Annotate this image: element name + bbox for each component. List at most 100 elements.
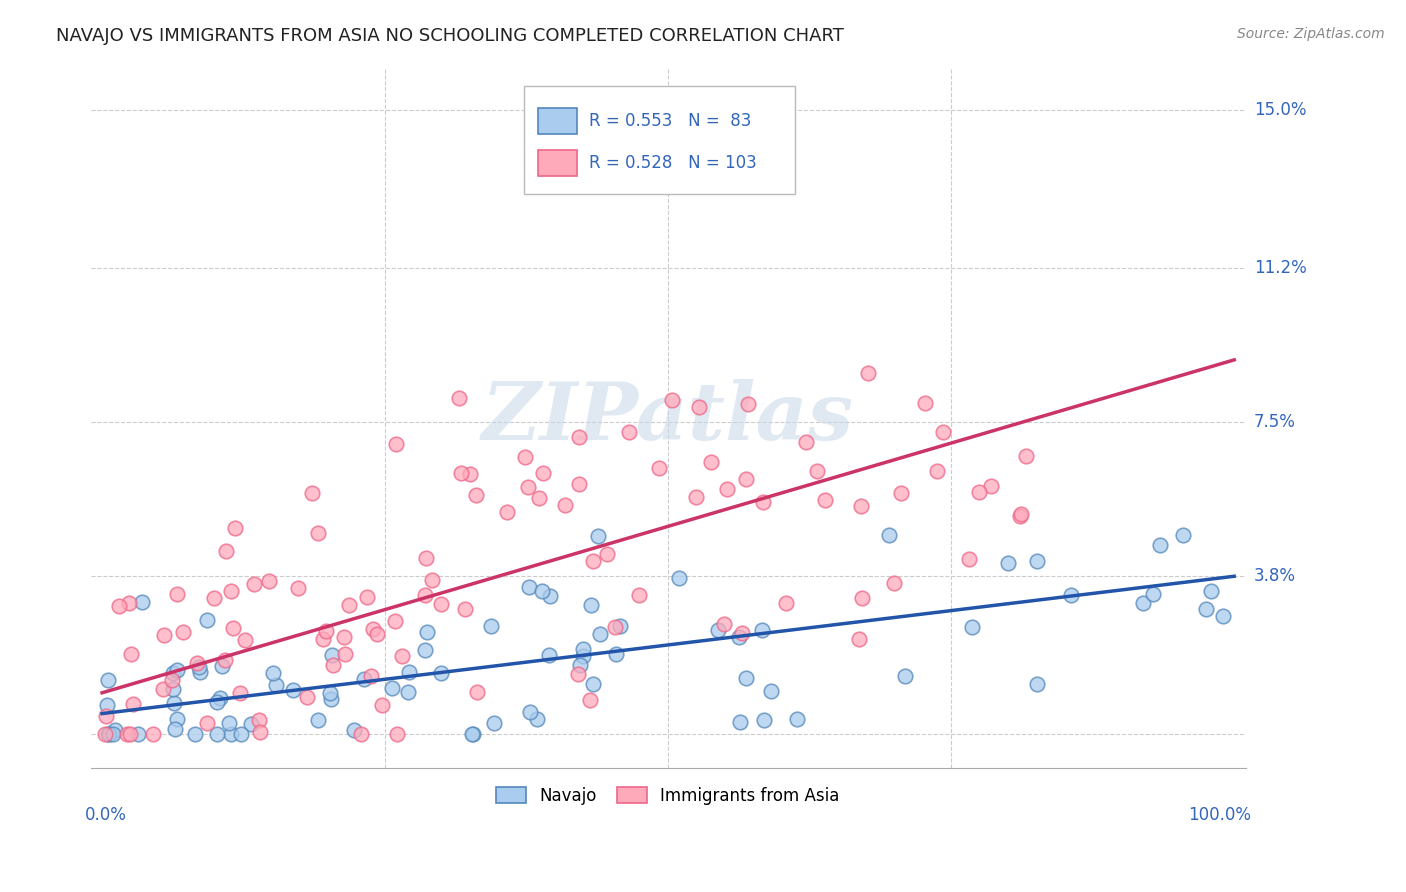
Point (163, 722, 186, 736)
Point (416, 625, 439, 640)
Point (222, 621, 245, 635)
Point (531, 467, 554, 481)
Point (333, 630, 356, 644)
Point (249, 725, 271, 739)
Point (315, 624, 337, 639)
Point (1195, 602, 1218, 616)
Point (737, 397, 759, 411)
Point (163, 697, 186, 711)
Point (484, 715, 506, 730)
Point (688, 400, 710, 414)
Point (519, 705, 541, 719)
Point (239, 716, 262, 731)
Point (166, 587, 188, 601)
Point (211, 658, 233, 673)
Point (219, 583, 242, 598)
Point (1142, 587, 1164, 601)
Point (430, 665, 453, 680)
Text: NAVAJO VS IMMIGRANTS FROM ASIA NO SCHOOLING COMPLETED CORRELATION CHART: NAVAJO VS IMMIGRANTS FROM ASIA NO SCHOOL… (56, 27, 844, 45)
Point (115, 727, 138, 741)
Point (572, 641, 595, 656)
Point (96, 698, 118, 712)
Point (851, 591, 873, 606)
Point (243, 577, 266, 591)
Point (321, 648, 343, 662)
Point (233, 633, 256, 648)
Point (224, 521, 246, 535)
Point (794, 434, 817, 449)
Point (371, 698, 394, 713)
Point (104, 723, 127, 737)
Point (398, 685, 420, 699)
Point (166, 664, 188, 678)
Point (97, 727, 120, 741)
Point (932, 425, 955, 439)
Point (152, 681, 174, 696)
Point (120, 727, 142, 741)
Point (1212, 609, 1234, 624)
Point (450, 466, 472, 480)
Point (127, 727, 149, 741)
Point (713, 616, 735, 631)
Point (360, 669, 382, 683)
Point (430, 597, 453, 611)
Point (1199, 584, 1222, 599)
Point (186, 657, 208, 671)
Point (465, 684, 488, 698)
Point (385, 727, 408, 741)
Point (461, 727, 484, 741)
Point (162, 673, 184, 687)
Point (595, 547, 617, 561)
Point (415, 643, 437, 657)
Point (754, 713, 776, 727)
Point (162, 682, 184, 697)
Point (218, 716, 240, 731)
Point (447, 391, 470, 405)
Text: Source: ZipAtlas.com: Source: ZipAtlas.com (1237, 27, 1385, 41)
Point (648, 461, 671, 475)
Point (554, 498, 576, 512)
Point (398, 665, 420, 680)
Point (538, 589, 561, 603)
Point (579, 599, 602, 613)
Point (700, 455, 723, 469)
Point (581, 554, 603, 568)
Point (356, 590, 378, 604)
Point (281, 682, 304, 697)
Point (247, 714, 270, 728)
Point (153, 627, 176, 641)
Point (706, 623, 728, 637)
Point (731, 626, 754, 640)
Point (735, 472, 758, 486)
Point (229, 686, 252, 700)
Text: 15.0%: 15.0% (1254, 101, 1306, 120)
Point (1025, 554, 1047, 568)
Point (960, 620, 983, 634)
Point (188, 659, 211, 673)
Point (214, 653, 236, 667)
Point (384, 437, 406, 451)
Point (775, 596, 797, 610)
Point (229, 727, 252, 741)
Point (166, 712, 188, 726)
Point (586, 529, 609, 543)
Point (609, 619, 631, 633)
Point (572, 648, 595, 663)
Text: 3.8%: 3.8% (1254, 567, 1296, 585)
Point (980, 478, 1002, 492)
Point (877, 528, 900, 542)
Point (806, 464, 828, 478)
Point (1132, 596, 1154, 610)
Point (301, 486, 323, 500)
Point (208, 691, 231, 706)
Point (716, 483, 738, 497)
Point (162, 666, 184, 681)
Point (415, 550, 437, 565)
Point (1026, 677, 1049, 691)
Point (205, 727, 228, 741)
Point (307, 525, 329, 540)
Point (172, 625, 194, 640)
Point (568, 476, 591, 491)
Point (195, 613, 218, 627)
Point (188, 665, 211, 679)
